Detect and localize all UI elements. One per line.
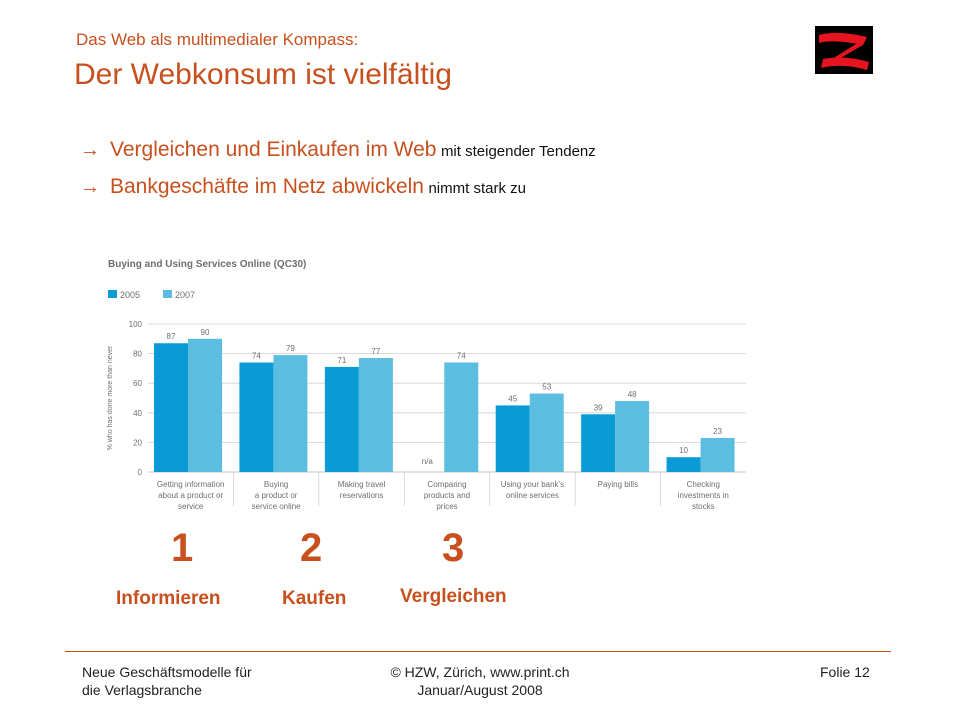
bar-value-label: 23 [713,427,722,436]
bar-2005 [581,414,616,472]
annotation-number-2: 2 [300,526,323,570]
legend-swatch [108,290,117,298]
bullet-small-text: nimmt stark zu [428,180,526,197]
x-tick-label: Using your bank's [501,480,564,489]
bar-value-label: 10 [679,446,688,455]
footer-left-line: die Verlagsbranche [82,682,202,698]
x-tick-label: products and [424,491,470,500]
bar-2007 [273,355,308,472]
bar-2007 [700,437,735,472]
bar-value-label: 39 [594,403,603,412]
bar-value-label: 53 [542,383,551,392]
x-tick-label: a product or [255,491,298,500]
arrow-right-icon: → [80,139,100,161]
footer-left-line: Neue Geschäftsmodelle für [82,664,252,680]
bar-2007 [529,393,564,472]
bar-2005 [495,405,530,472]
y-tick-label: 60 [133,379,142,388]
y-tick-label: 20 [133,438,142,447]
bar-2005 [324,366,359,472]
x-tick-label: service [178,502,204,511]
footer-left: Neue Geschäftsmodelle für die Verlagsbra… [82,663,252,699]
y-tick-label: 40 [133,409,142,418]
bar-missing-label: n/a [422,457,434,466]
x-tick-label: service online [252,502,301,511]
slide-subtitle: Das Web als multimedialer Kompass: [76,30,359,49]
bar-value-label: 71 [337,356,346,365]
bullet-item: → Vergleichen und Einkaufen im Web mit st… [80,138,596,162]
y-tick-label: 80 [133,350,142,359]
arrow-right-icon: → [80,176,100,198]
bar-value-label: 87 [167,332,176,341]
bar-2007 [358,358,393,472]
y-tick-label: 100 [129,320,143,329]
x-tick-label: Checking [687,480,720,489]
y-tick-label: 0 [138,468,143,477]
footer-center: © HZW, Zürich, www.print.ch Januar/Augus… [340,663,620,699]
x-tick-label: Comparing [427,480,466,489]
legend-label: 2005 [120,290,140,300]
bullet-item: → Bankgeschäfte im Netz abwickeln nimmt s… [80,175,526,199]
annotation-label-informieren: Informieren [116,588,221,609]
bar-value-label: 90 [201,328,210,337]
bar-value-label: 45 [508,394,517,403]
bar-value-label: 74 [252,351,261,360]
services-online-bar-chart: Buying and Using Services Online (QC30) 2… [107,259,746,511]
footer-copyright: © HZW, Zürich, www.print.ch [390,664,570,680]
slide-number: Folie 12 [820,664,870,680]
annotation-number-1: 1 [171,526,194,570]
bar-2007 [615,400,650,472]
x-tick-label: Paying bills [598,480,638,489]
x-tick-label: reservations [340,491,384,500]
x-tick-label: about a product or [158,491,223,500]
bar-2007 [188,338,222,472]
annotation-label-kaufen: Kaufen [282,588,347,609]
hzw-logo-icon [815,26,873,74]
footer-date: Januar/August 2008 [417,682,543,698]
x-tick-label: prices [436,502,457,511]
x-tick-label: Making travel [338,480,386,489]
x-tick-label: Getting information [157,480,225,489]
x-tick-label: stocks [692,502,715,511]
bullet-main-text: Vergleichen und Einkaufen im Web [110,138,437,161]
annotation-number-3: 3 [442,526,465,570]
slide-title: Der Webkonsum ist vielfältig [74,58,452,91]
chart-title: Buying and Using Services Online (QC30) [108,259,306,270]
x-tick-label: online services [506,491,559,500]
bar-2005 [154,343,188,472]
footer-divider [65,651,891,652]
legend-label: 2007 [175,290,195,300]
legend-swatch [163,290,172,298]
bar-value-label: 48 [628,390,637,399]
bullet-small-text: mit steigender Tendenz [440,143,596,160]
bar-2005 [239,362,274,472]
x-tick-label: Buying [264,480,288,489]
bullet-main-text: Bankgeschäfte im Netz abwickeln [110,175,424,198]
bar-value-label: 74 [457,351,466,360]
bar-2005 [666,457,701,472]
x-tick-label: investments in [678,491,729,500]
annotation-label-vergleichen: Vergleichen [400,586,507,607]
y-axis-label: % who has done more than never [107,345,114,450]
bar-2007 [444,362,479,472]
bar-value-label: 77 [371,347,380,356]
bar-value-label: 79 [286,344,295,353]
